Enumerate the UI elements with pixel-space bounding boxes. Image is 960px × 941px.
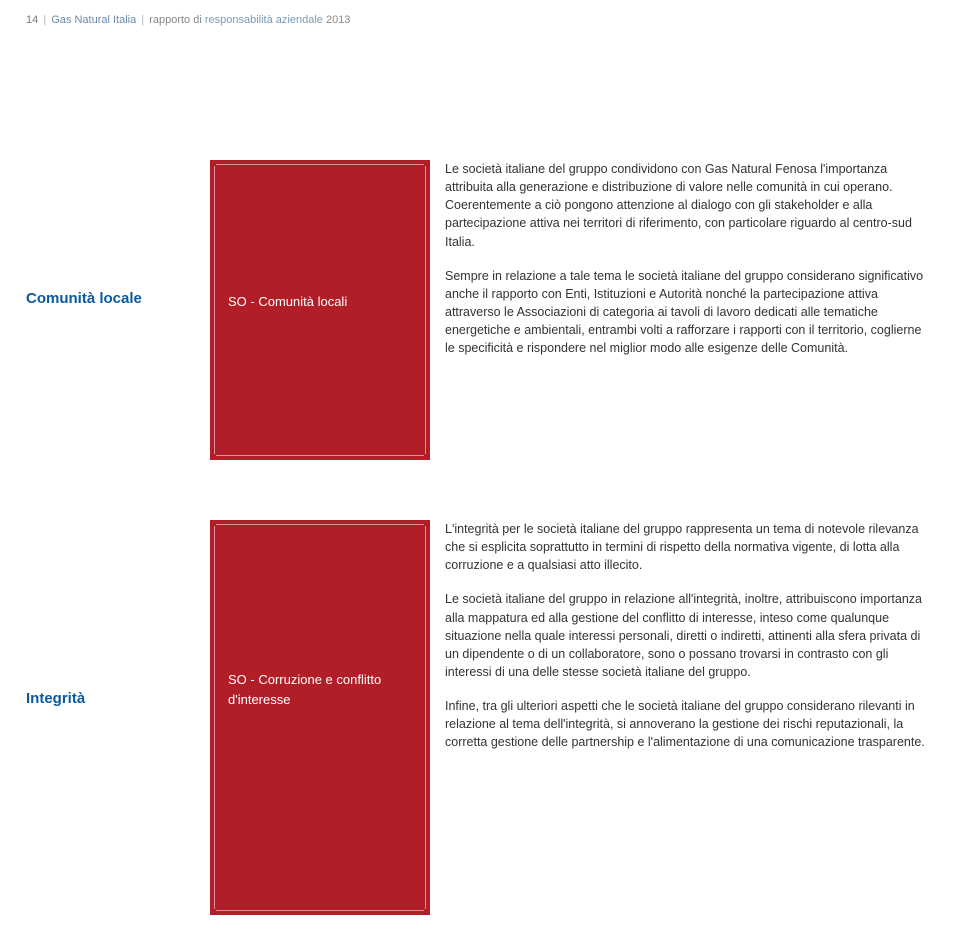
block-border <box>214 526 215 909</box>
category-label: SO - Corruzione e conflitto d'interesse <box>210 520 430 709</box>
category-block: SO - Corruzione e conflitto d'interesse <box>210 520 430 915</box>
category-block: SO - Comunità locali <box>210 160 430 460</box>
category-label: SO - Comunità locali <box>210 160 430 312</box>
section-title: Comunità locale <box>26 290 196 307</box>
paragraph: Sempre in relazione a tale tema le socie… <box>445 267 925 358</box>
paragraph: L'integrità per le società italiane del … <box>445 520 925 574</box>
block-border <box>216 455 424 456</box>
report-title-em: responsabilità aziendale <box>205 14 323 26</box>
block-border <box>214 166 215 454</box>
report-title-prefix: rapporto di <box>149 14 205 26</box>
header-divider: | <box>43 14 46 26</box>
block-border <box>425 526 426 909</box>
body-text: L'integrità per le società italiane del … <box>445 520 925 767</box>
block-border <box>216 524 424 525</box>
report-year: 2013 <box>323 14 351 26</box>
block-border <box>216 910 424 911</box>
block-border <box>425 166 426 454</box>
paragraph: Infine, tra gli ulteriori aspetti che le… <box>445 697 925 751</box>
body-text: Le società italiane del gruppo condivido… <box>445 160 925 373</box>
paragraph: Le società italiane del gruppo condivido… <box>445 160 925 251</box>
section-title: Integrità <box>26 690 196 707</box>
running-header: 14 | Gas Natural Italia | rapporto di re… <box>26 14 350 26</box>
block-border <box>216 164 424 165</box>
page-number: 14 <box>26 14 38 26</box>
paragraph: Le società italiane del gruppo in relazi… <box>445 590 925 681</box>
company-name: Gas Natural Italia <box>51 14 136 26</box>
header-divider: | <box>141 14 144 26</box>
